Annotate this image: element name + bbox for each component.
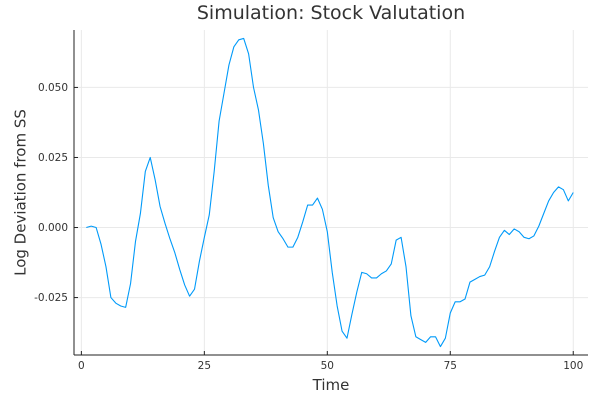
y-tick-label: 0.050 [38, 82, 68, 94]
y-axis-label: Log Deviation from SS [11, 109, 29, 276]
series-line [86, 37, 574, 348]
x-tick-label: 0 [78, 360, 85, 372]
y-tick-label: 0.000 [38, 222, 68, 234]
grid [74, 30, 588, 355]
y-tick-label: 0.025 [38, 152, 68, 164]
x-axis-label: Time [312, 376, 350, 394]
ticks: 0 25 50 75 100 -0.025 0.000 0.025 0.050 [34, 82, 583, 372]
x-tick-label: 75 [444, 360, 457, 372]
x-tick-label: 100 [563, 360, 583, 372]
x-tick-label: 50 [321, 360, 334, 372]
y-tick-label: -0.025 [34, 292, 68, 304]
axes [73, 30, 588, 356]
x-tick-label: 25 [198, 360, 211, 372]
chart-title: Simulation: Stock Valutation [197, 2, 465, 24]
series-layer [86, 37, 574, 348]
